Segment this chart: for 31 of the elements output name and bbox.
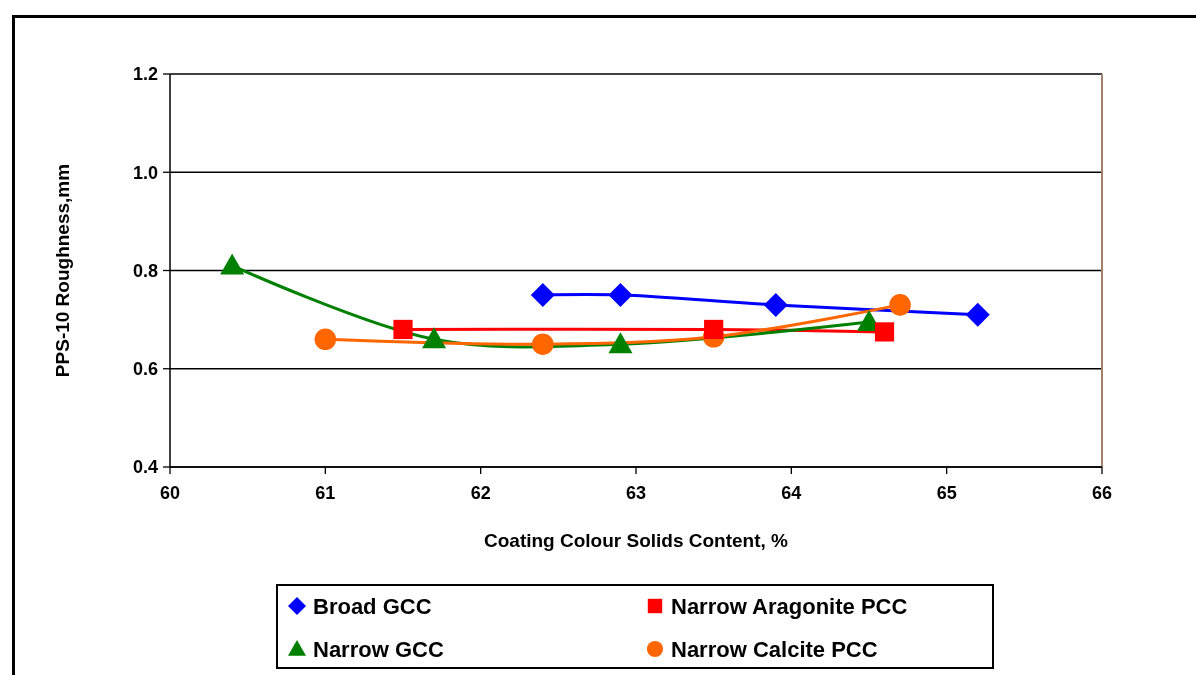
point bbox=[608, 332, 633, 354]
point bbox=[314, 328, 337, 351]
x-tick-label: 62 bbox=[470, 483, 491, 503]
point bbox=[965, 302, 990, 327]
point bbox=[704, 319, 724, 340]
y-tick-label: 1.2 bbox=[132, 64, 158, 85]
point bbox=[874, 322, 895, 342]
point bbox=[530, 283, 555, 308]
point bbox=[422, 327, 447, 349]
point bbox=[763, 292, 788, 317]
point bbox=[608, 283, 633, 308]
x-axis-title: Coating Colour Solids Content, % bbox=[484, 530, 789, 551]
point bbox=[532, 333, 554, 355]
y-tick-label: 0.8 bbox=[132, 260, 158, 281]
legend-label: Narrow GCC bbox=[313, 636, 444, 662]
point bbox=[220, 253, 245, 275]
legend-label: Broad GCC bbox=[313, 593, 432, 619]
x-tick-label: 66 bbox=[1091, 483, 1113, 503]
x-tick-label: 60 bbox=[159, 483, 181, 503]
point bbox=[889, 294, 911, 316]
x-tick-label: 65 bbox=[936, 483, 957, 503]
legend-label: Narrow Aragonite PCC bbox=[671, 593, 908, 619]
y-tick-label: 0.4 bbox=[132, 457, 158, 478]
y-axis-title: PPS-10 Roughness,mm bbox=[52, 163, 73, 378]
point bbox=[393, 319, 413, 340]
legend-label: Narrow Calcite PCC bbox=[671, 636, 878, 662]
x-tick-label: 63 bbox=[625, 483, 647, 503]
x-tick-label: 64 bbox=[781, 483, 802, 503]
x-tick-label: 61 bbox=[315, 483, 336, 503]
y-tick-label: 0.6 bbox=[132, 359, 158, 380]
y-tick-label: 1.0 bbox=[132, 162, 158, 183]
